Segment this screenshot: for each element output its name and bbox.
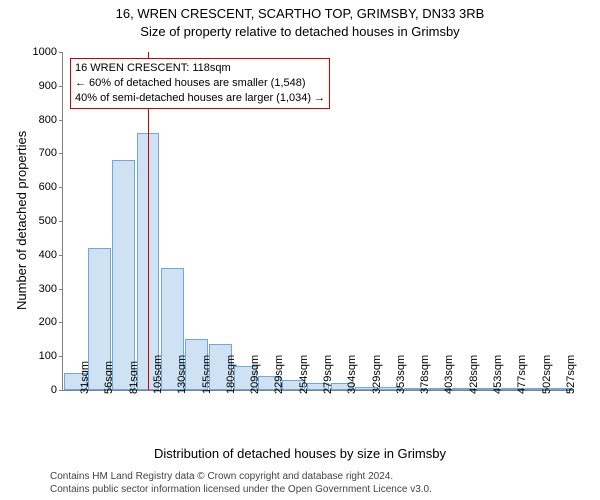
y-tick-mark: [59, 255, 63, 256]
y-tick-mark: [59, 120, 63, 121]
y-tick-mark: [59, 52, 63, 53]
y-tick-mark: [59, 289, 63, 290]
y-tick-mark: [59, 86, 63, 87]
y-tick-mark: [59, 221, 63, 222]
page-title-line1: 16, WREN CRESCENT, SCARTHO TOP, GRIMSBY,…: [0, 6, 600, 21]
callout-line-1: 16 WREN CRESCENT: 118sqm: [75, 61, 325, 76]
y-tick-mark: [59, 356, 63, 357]
y-tick-mark: [59, 153, 63, 154]
y-tick-mark: [59, 322, 63, 323]
y-tick-mark: [59, 390, 63, 391]
footer-line-1: Contains HM Land Registry data © Crown c…: [50, 470, 432, 483]
y-tick-mark: [59, 187, 63, 188]
callout-line-2: ← 60% of detached houses are smaller (1,…: [75, 76, 325, 91]
histogram-bar: [112, 160, 135, 390]
callout-box: 16 WREN CRESCENT: 118sqm ← 60% of detach…: [70, 58, 330, 109]
y-axis-label: Number of detached properties: [14, 131, 29, 310]
page-title-line2: Size of property relative to detached ho…: [0, 24, 600, 39]
attribution-footer: Contains HM Land Registry data © Crown c…: [50, 470, 432, 496]
x-tick: 527sqm: [565, 355, 577, 394]
footer-line-2: Contains public sector information licen…: [50, 483, 432, 496]
callout-line-3: 40% of semi-detached houses are larger (…: [75, 91, 325, 106]
x-axis-label: Distribution of detached houses by size …: [0, 446, 600, 461]
